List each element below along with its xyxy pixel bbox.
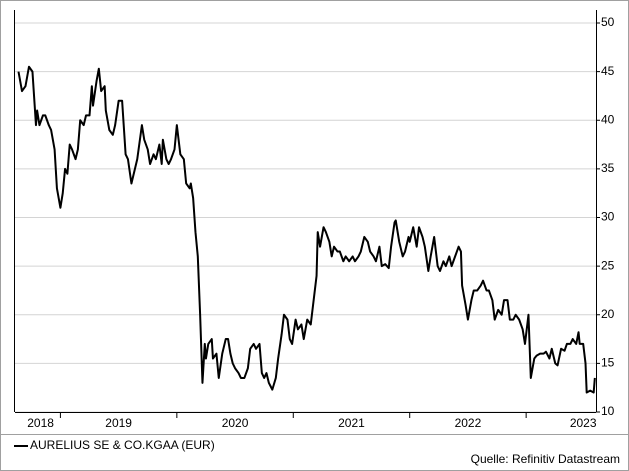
y-tick-label: 40 — [601, 112, 615, 126]
source-note: Quelle: Refinitiv Datastream — [471, 452, 620, 466]
legend-label: AURELIUS SE & CO.KGAA (EUR) — [30, 438, 215, 452]
x-tick-label: 2020 — [222, 416, 249, 430]
x-tick-label: 2023 — [570, 416, 597, 430]
y-tick-label: 25 — [601, 258, 615, 272]
y-tick-label: 20 — [601, 307, 615, 321]
x-tick-label: 2022 — [455, 416, 482, 430]
y-tick-label: 45 — [601, 64, 615, 78]
y-tick-label: 50 — [601, 15, 615, 29]
y-tick-label: 15 — [601, 356, 615, 370]
y-tick-label: 10 — [601, 404, 615, 418]
x-tick-label: 2018 — [27, 416, 54, 430]
x-tick-label: 2021 — [338, 416, 365, 430]
y-tick-label: 35 — [601, 161, 615, 175]
x-tick-label: 2019 — [105, 416, 132, 430]
price-line — [17, 65, 596, 394]
y-tick-label: 30 — [601, 210, 615, 224]
